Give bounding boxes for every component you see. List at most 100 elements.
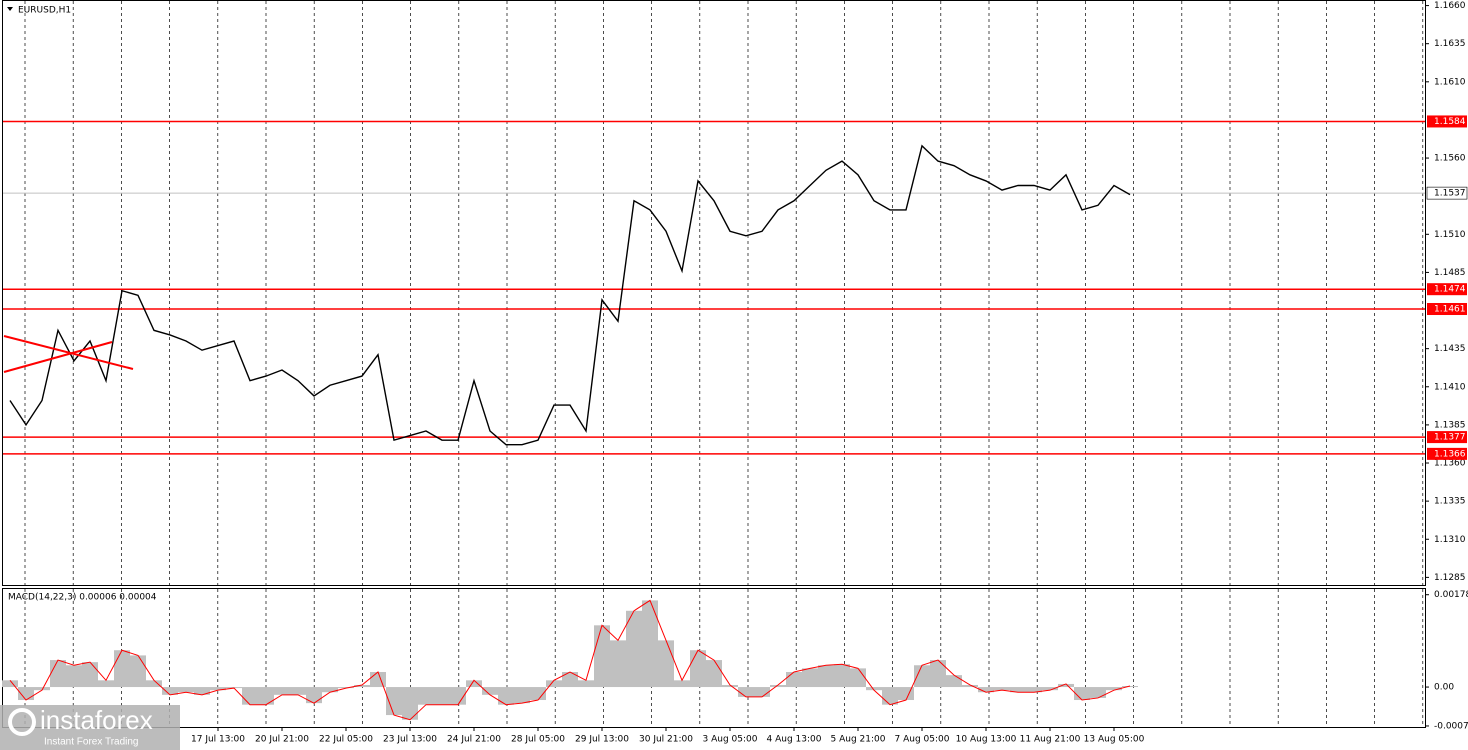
x-tick-label: 20 Jul 21:00: [255, 735, 309, 745]
watermark-logo: [8, 708, 36, 736]
last-price-label: 1.1537: [1434, 189, 1466, 199]
y-tick-label: 0.00178: [1434, 590, 1468, 600]
x-tick-label: 13 Aug 05:00: [1084, 735, 1145, 745]
macd-bar: [514, 687, 530, 704]
x-tick-label: 23 Jul 13:00: [383, 735, 437, 745]
macd-bar: [690, 650, 706, 688]
trend-line: [3, 335, 134, 370]
y-tick-label: 1.1610: [1434, 77, 1466, 87]
macd-bar: [178, 687, 194, 693]
y-tick-label: 1.1285: [1434, 573, 1466, 583]
macd-bar: [162, 687, 178, 695]
macd-bar: [386, 687, 402, 716]
macd-bar: [1042, 687, 1058, 691]
macd-bar: [482, 687, 498, 695]
macd-bar: [370, 672, 386, 688]
macd-bar: [834, 664, 850, 688]
y-tick-label: 1.1435: [1434, 344, 1466, 354]
macd-bar: [642, 600, 658, 688]
macd-bar: [626, 610, 642, 688]
macd-bar: [882, 687, 898, 705]
level-label-bg: [1427, 115, 1467, 128]
macd-bar: [1106, 687, 1122, 691]
macd-bar: [274, 687, 290, 695]
macd-bar: [34, 687, 50, 691]
watermark: instaforex Instant Forex Trading: [0, 705, 180, 750]
macd-bar: [946, 675, 962, 688]
macd-bar: [914, 665, 930, 688]
macd-bar: [658, 640, 674, 688]
x-tick-label: 7 Aug 05:00: [895, 735, 950, 745]
y-tick-label: 0.00: [1434, 683, 1454, 693]
macd-bar: [722, 684, 738, 688]
macd-bar: [226, 687, 242, 689]
y-tick-label: 1.1385: [1434, 420, 1466, 430]
y-tick-label: 1.1560: [1434, 154, 1466, 164]
macd-bar: [770, 684, 786, 688]
y-tick-label: -0.00075: [1434, 721, 1468, 731]
level-label-bg: [1427, 447, 1467, 460]
macd-bar: [82, 662, 98, 688]
y-tick-label: 1.1485: [1434, 268, 1466, 278]
watermark-tagline: Instant Forex Trading: [44, 737, 139, 748]
macd-bar: [466, 680, 482, 688]
macd-bar: [1090, 687, 1106, 698]
macd-bar: [754, 687, 770, 697]
macd-bar: [146, 680, 162, 688]
macd-bar: [290, 687, 306, 695]
macd-bar: [418, 687, 434, 705]
x-tick-label: 28 Jul 05:00: [511, 735, 565, 745]
macd-bar: [194, 687, 210, 695]
watermark-brand: instaforex: [40, 705, 153, 735]
macd-bar: [18, 687, 34, 701]
macd-bar: [434, 687, 450, 705]
macd-bar: [818, 665, 834, 688]
y-tick-label: 1.1510: [1434, 230, 1466, 240]
x-tick-label: 30 Jul 21:00: [639, 735, 693, 745]
macd-bar: [98, 680, 114, 688]
x-tick-label: 29 Jul 13:00: [575, 735, 629, 745]
x-tick-label: 24 Jul 21:00: [447, 735, 501, 745]
symbol-menu-arrow[interactable]: [7, 7, 13, 11]
macd-bar: [930, 660, 946, 688]
macd-bar: [322, 687, 338, 693]
macd-bar: [530, 687, 546, 701]
macd-bar: [354, 684, 370, 688]
macd-bar: [210, 687, 226, 691]
macd-bar: [2, 680, 18, 688]
x-tick-label: 5 Aug 21:00: [831, 735, 886, 745]
macd-bar: [1026, 687, 1042, 693]
macd-bar: [66, 665, 82, 688]
macd-panel-frame: [2, 588, 1426, 728]
macd-bar: [786, 672, 802, 688]
macd-bar: [850, 668, 866, 688]
macd-line: [9, 599, 1131, 721]
symbol-title: EURUSD,H1: [18, 6, 71, 16]
level-label-bg: [1427, 303, 1467, 316]
macd-bar: [802, 668, 818, 688]
x-tick-label: 10 Aug 13:00: [956, 735, 1017, 745]
macd-bar: [1122, 686, 1138, 688]
y-tick-label: 1.1310: [1434, 535, 1466, 545]
price-line: [9, 144, 1131, 446]
last-price-bg: [1426, 186, 1468, 200]
x-tick-label: 3 Aug 05:00: [703, 735, 758, 745]
level-label: 1.1474: [1434, 285, 1466, 295]
y-tick-label: 1.1360: [1434, 459, 1466, 469]
macd-bar: [578, 680, 594, 688]
macd-bar: [994, 687, 1010, 691]
macd-bar: [1058, 683, 1074, 688]
level-label-bg: [1427, 431, 1467, 444]
level-label: 1.1366: [1434, 449, 1466, 459]
macd-bar: [402, 687, 418, 720]
macd-bar: [674, 680, 690, 688]
macd-bar: [562, 672, 578, 688]
macd-bar: [706, 660, 722, 688]
macd-title: MACD(14,22,3) 0.00006 0.00004: [8, 593, 157, 603]
macd-bar: [338, 687, 354, 689]
macd-bar: [258, 687, 274, 705]
y-tick-label: 1.1635: [1434, 39, 1466, 49]
macd-bar: [306, 687, 322, 704]
